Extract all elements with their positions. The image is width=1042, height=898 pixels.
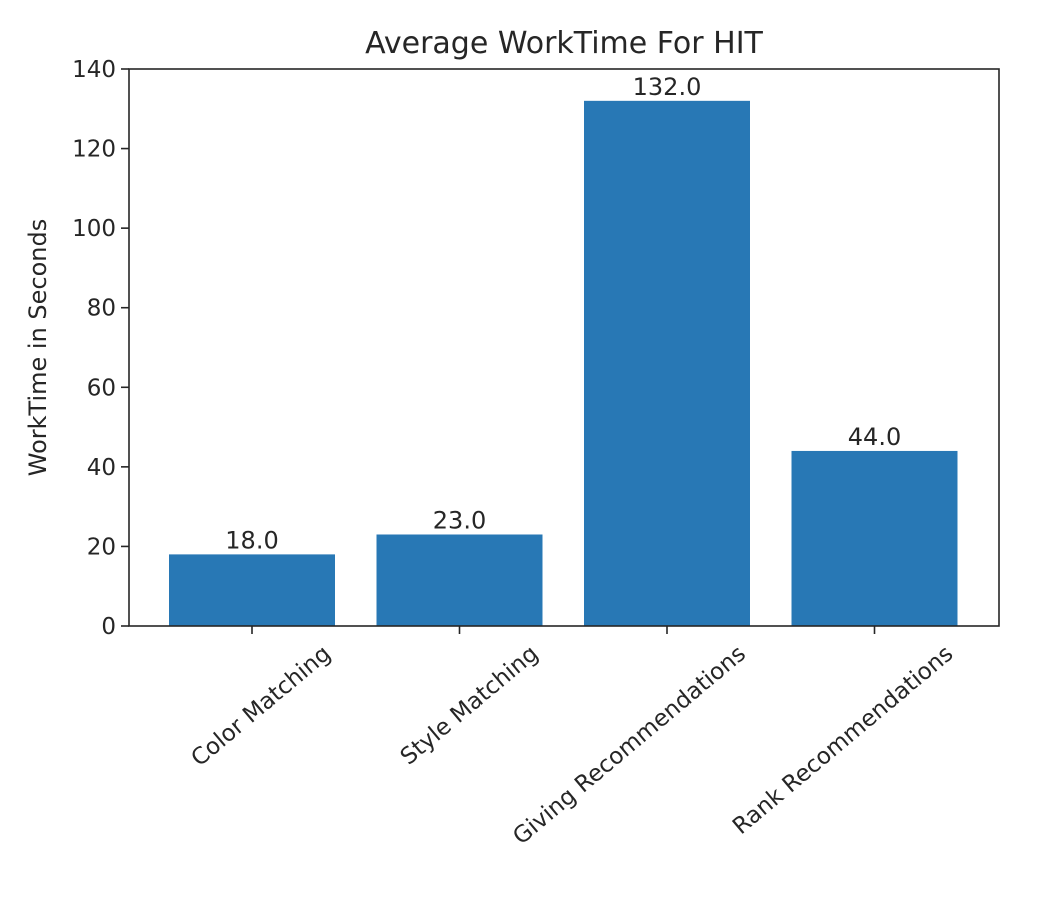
bar-value-label: 18.0 (225, 526, 278, 554)
x-tick-label: Giving Recommendations (508, 641, 751, 850)
bar-value-label: 132.0 (633, 73, 702, 101)
bar (791, 450, 958, 626)
x-tick-label: Rank Recommendations (728, 641, 958, 840)
bar-value-label: 44.0 (848, 423, 901, 451)
y-tick-label: 120 (72, 137, 116, 163)
x-tick-label: Color Matching (187, 641, 336, 772)
bar (169, 554, 335, 626)
x-tick-label: Style Matching (396, 641, 544, 771)
bar-value-label: 23.0 (433, 506, 486, 534)
y-tick-label: 20 (87, 534, 116, 560)
bar (584, 100, 750, 627)
bar (376, 534, 543, 626)
y-tick-label: 0 (101, 614, 116, 640)
bar-value-labels: 18.0 23.0 132.0 44.0 (225, 73, 901, 555)
plot-frame (128, 68, 1000, 627)
y-tick-label: 100 (72, 216, 116, 242)
y-axis-label: WorkTime in Seconds (24, 219, 52, 476)
bars-group (169, 100, 958, 627)
y-axis: 0 20 40 60 80 100 120 140 (72, 57, 129, 640)
y-tick-label: 40 (87, 455, 116, 481)
y-tick-label: 80 (87, 296, 116, 322)
y-tick-label: 60 (87, 375, 116, 401)
y-tick-label: 140 (72, 57, 116, 83)
chart-title: Average WorkTime For HIT (365, 26, 763, 61)
